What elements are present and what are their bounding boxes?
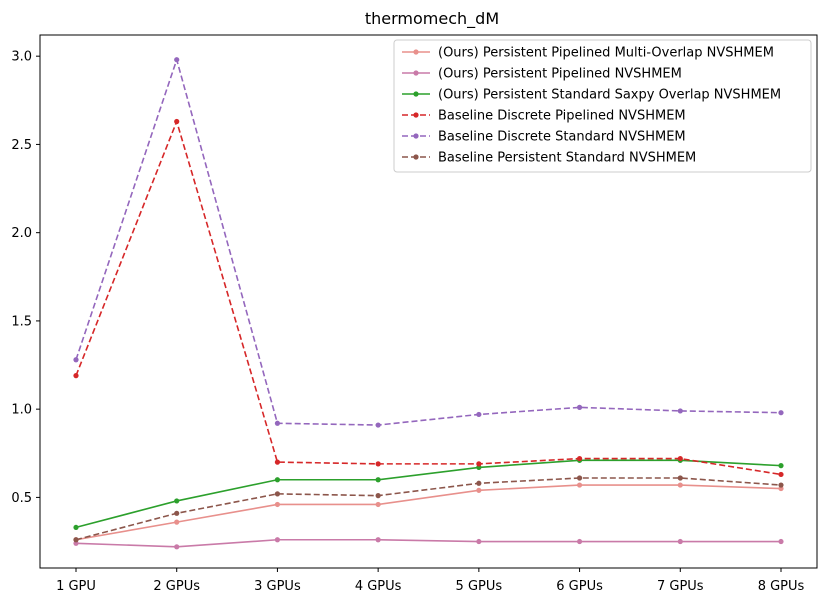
series-line-4: [75, 119, 782, 476]
legend-marker-3: [413, 91, 419, 97]
series-line-6: [75, 477, 782, 541]
chart-title: thermomech_dM: [365, 9, 499, 29]
series-5-point: [476, 411, 482, 418]
x-axis: 1 GPU 2 GPUs 3 GPUs 4 GPUs 5 GPUs 6 GPUs 7 GPU…: [56, 568, 805, 594]
series-3-point: [73, 524, 79, 531]
x-tick-label: 7 GPUs: [657, 579, 704, 594]
legend-box: [393, 39, 812, 173]
series-3-point: [375, 477, 381, 483]
legend-marker-2: [413, 70, 419, 76]
legend-label-1: (Ours) Persistent Pipelined Multi-Overla…: [438, 46, 774, 61]
series-5-point: [73, 357, 79, 363]
series-2-point: [174, 544, 180, 550]
x-tick-label: 1 GPU: [56, 579, 96, 594]
series-6-point: [174, 510, 180, 516]
series-2-point: [677, 538, 683, 545]
series-1-point: [375, 501, 381, 508]
y-tick-label: 1.5: [11, 314, 32, 329]
y-tick-label: 0.5: [11, 491, 32, 506]
series-6-point: [576, 475, 583, 481]
y-tick-label: 2.5: [11, 138, 32, 153]
legend-label-4: Baseline Discrete Pipelined NVSHMEM: [438, 109, 686, 124]
series-4-point: [73, 373, 79, 379]
legend-marker-1: [413, 49, 419, 55]
legend-label-6: Baseline Persistent Standard NVSHMEM: [438, 151, 696, 166]
legend: (Ours) Persistent Pipelined Multi-Overla…: [393, 39, 812, 173]
series-4-point: [778, 471, 784, 478]
series-6-point: [375, 493, 381, 499]
legend-marker-6: [413, 154, 419, 160]
series-6-point: [73, 537, 79, 543]
series-line-5: [75, 56, 782, 426]
series-5-point: [778, 410, 784, 416]
series-5-point: [274, 420, 281, 426]
series-5-point: [576, 404, 583, 410]
series-4-point: [476, 461, 482, 467]
series-5-point: [375, 422, 381, 428]
y-tick-label: 1.0: [11, 403, 32, 418]
series-1-point: [677, 482, 683, 488]
x-tick-label: 2 GPUs: [153, 579, 200, 594]
series-4-point: [576, 455, 583, 462]
plot-lines: [73, 56, 784, 550]
x-tick-label: 5 GPUs: [456, 579, 503, 594]
series-4-point: [174, 118, 180, 125]
plot-frame: [39, 34, 818, 569]
legend-label-2: (Ours) Persistent Pipelined NVSHMEM: [438, 67, 682, 82]
series-5-point: [174, 57, 180, 63]
series-2-point: [778, 538, 784, 545]
series-5-point: [677, 408, 683, 414]
x-tick-label: 4 GPUs: [355, 579, 402, 594]
series-4-point: [375, 461, 381, 467]
series-3-point: [778, 463, 784, 469]
series-6-point: [778, 482, 784, 488]
series-3-point: [174, 498, 180, 504]
series-line-2: [75, 538, 781, 548]
y-tick-label: 3.0: [11, 50, 32, 65]
legend-label-3: (Ours) Persistent Standard Saxpy Overlap…: [438, 88, 781, 103]
legend-label-5: Baseline Discrete Standard NVSHMEM: [438, 130, 686, 145]
series-2-point: [476, 538, 482, 545]
series-6-point: [274, 491, 281, 497]
series-1-point: [274, 501, 281, 508]
series-line-1: [75, 484, 782, 541]
series-2-point: [274, 537, 281, 543]
legend-marker-5: [413, 133, 419, 139]
series-2-point: [576, 538, 583, 545]
series-6-point: [677, 475, 683, 481]
legend-marker-4: [413, 112, 419, 118]
y-axis: 0.5 1.0 1.5 2.0 2.5 3.0: [11, 50, 40, 506]
y-tick-label: 2.0: [11, 226, 32, 241]
x-tick-label: 8 GPUs: [758, 579, 805, 594]
series-1-point: [174, 519, 180, 525]
series-4-point: [677, 455, 683, 462]
series-2-point: [375, 537, 381, 543]
series-3-point: [274, 477, 281, 483]
x-tick-label: 6 GPUs: [556, 579, 603, 594]
series-6-point: [476, 480, 482, 486]
x-tick-label: 3 GPUs: [254, 579, 301, 594]
series-1-point: [476, 487, 482, 493]
series-1-point: [576, 482, 583, 488]
series-line-3: [75, 459, 782, 529]
series-4-point: [274, 459, 281, 465]
